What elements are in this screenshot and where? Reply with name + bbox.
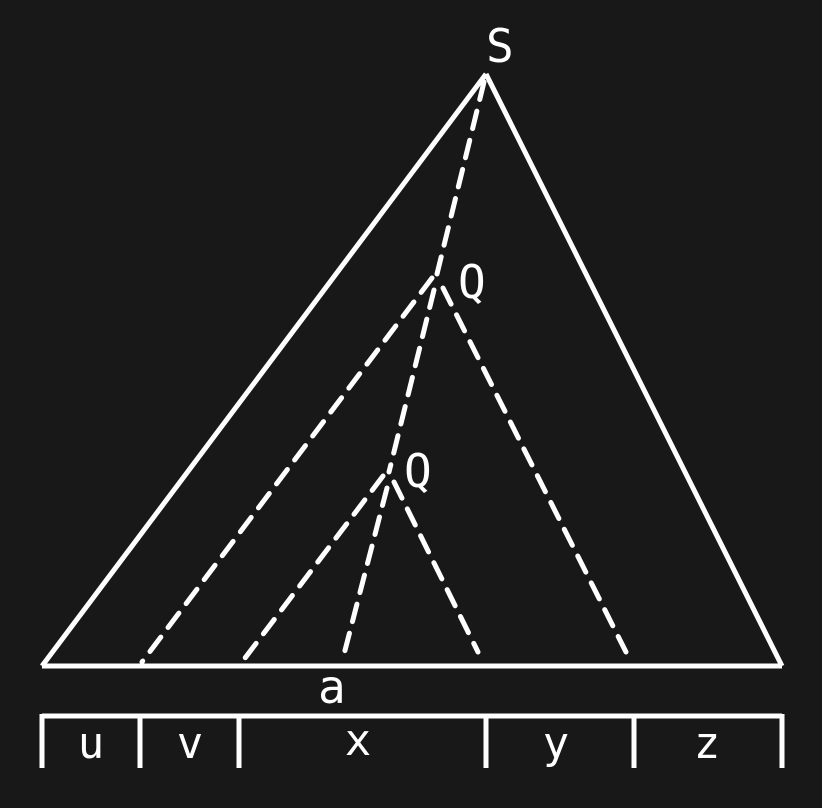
root-label: S [486,19,514,73]
lower-q-right-edge [391,479,481,655]
path-upper-q-to-lower-q [386,287,437,475]
lower-q-label: Q [404,444,432,498]
upper-q-left-edge [139,275,435,665]
lower-q-left-edge [239,473,386,665]
leaf-a-label: a [318,660,346,714]
tree-left-edge [40,72,488,668]
segment-y-label: y [543,718,570,769]
tree-right-edge [483,72,785,668]
segment-v-label: v [177,718,204,769]
segment-u-label: u [78,718,105,769]
path-lower-q-to-leaf [339,485,390,665]
upper-q-label: Q [458,255,486,309]
path-s-to-upper-q [434,79,487,277]
segment-x-label: x [345,715,372,766]
upper-q-right-edge [440,285,629,655]
segment-z-label: z [694,718,721,769]
